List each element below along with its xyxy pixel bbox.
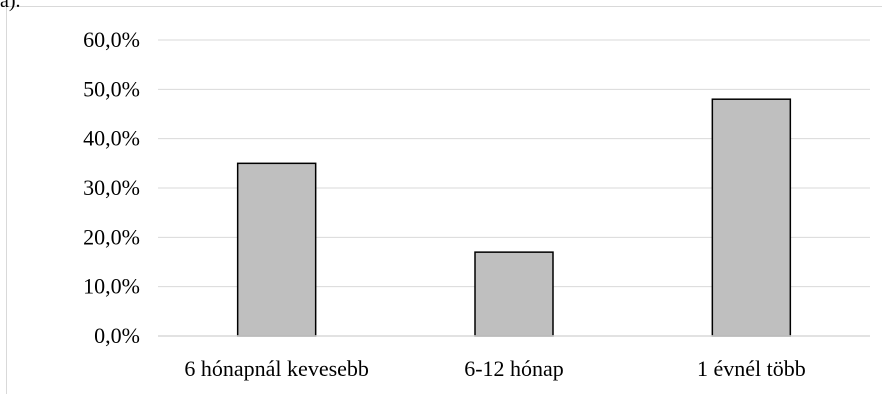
x-tick-label: 1 évnél több [697, 356, 806, 381]
chart-frame [6, 6, 882, 394]
y-tick-label: 60,0% [83, 27, 140, 52]
y-tick-labels: 0,0% 10,0% 20,0% 30,0% 40,0% 50,0% 60,0% [83, 27, 140, 348]
bar [711, 98, 792, 337]
x-tick-label: 6-12 hónap [464, 356, 564, 381]
x-tick-label: 6 hónapnál kevesebb [184, 356, 369, 381]
chart-caption: a). [0, 0, 21, 12]
y-tick-label: 40,0% [83, 126, 140, 151]
x-tick-labels: 6 hónapnál kevesebb 6-12 hónap 1 évnél töb… [184, 356, 805, 381]
bar [236, 162, 317, 337]
bar [474, 251, 554, 337]
y-tick-label: 10,0% [83, 274, 140, 299]
y-tick-label: 0,0% [94, 323, 140, 348]
y-tick-label: 30,0% [83, 175, 140, 200]
y-tick-label: 50,0% [83, 76, 140, 101]
bars [236, 98, 792, 337]
y-tick-label: 20,0% [83, 224, 140, 249]
